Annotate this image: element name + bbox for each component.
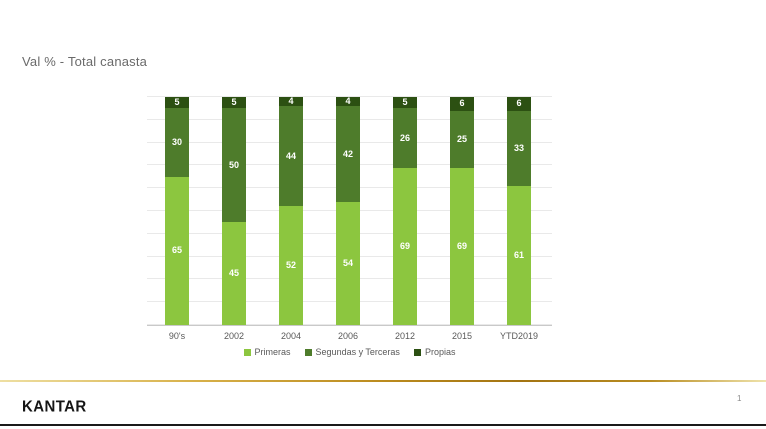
bar-segment-primeras: 45	[222, 222, 246, 325]
kantar-logo: KANTAR	[22, 398, 87, 416]
bar-segment-segundas-y-terceras: 44	[279, 106, 303, 207]
segment-value-label: 69	[456, 240, 467, 251]
bar-segment-propias: 5	[393, 97, 417, 109]
x-axis-label-2004: 2004	[280, 331, 302, 341]
bar-segment-propias: 6	[450, 97, 474, 111]
bar-segment-primeras: 69	[393, 167, 417, 325]
bar-segment-primeras: 69	[450, 167, 474, 325]
bar-segment-propias: 6	[507, 97, 531, 111]
gold-divider-line	[0, 380, 766, 382]
bar-2012: 69 26 5	[393, 97, 417, 325]
bar-segment-segundas-y-terceras: 25	[450, 110, 474, 168]
bar-YTD2019: 61 33 6	[507, 97, 531, 325]
segment-value-label: 26	[399, 132, 410, 143]
legend-swatch-icon	[243, 348, 251, 356]
segment-value-label: 61	[513, 249, 524, 260]
page-number: 1	[737, 394, 742, 403]
x-axis-label-90's: 90's	[168, 331, 186, 341]
legend-label: Propias	[424, 347, 456, 357]
segment-value-label: 5	[231, 97, 237, 108]
bottom-border-line	[0, 424, 766, 426]
x-axis-label-YTD2019: YTD2019	[499, 331, 539, 341]
segment-value-label: 5	[174, 97, 180, 108]
segment-value-label: 6	[459, 98, 465, 109]
x-axis-label-2006: 2006	[337, 331, 359, 341]
legend-item-propias: Propias	[413, 347, 456, 357]
x-axis-labels: 90's 2002 2004 2006 2012 2015 YTD2019	[147, 331, 552, 343]
segment-value-label: 45	[228, 268, 239, 279]
segment-value-label: 25	[456, 133, 467, 144]
bar-segment-propias: 4	[336, 96, 360, 107]
x-axis-label-2002: 2002	[223, 331, 245, 341]
x-axis-label-2015: 2015	[451, 331, 473, 341]
segment-value-label: 42	[342, 148, 353, 159]
bar-segment-propias: 5	[165, 97, 189, 109]
bar-segment-segundas-y-terceras: 33	[507, 110, 531, 186]
bar-2002: 45 50 5	[222, 97, 246, 325]
segment-value-label: 44	[285, 150, 296, 161]
segment-value-label: 65	[171, 245, 182, 256]
legend-swatch-icon	[413, 348, 421, 356]
stacked-bar-chart: 65 30 5 45 50 5 52 44 4 54 42 4 69 26 5 69 25 6 61 33 6	[147, 96, 552, 326]
x-axis-line	[147, 325, 552, 326]
segment-value-label: 33	[513, 142, 524, 153]
segment-value-label: 52	[285, 260, 296, 271]
bar-2015: 69 25 6	[450, 97, 474, 325]
segment-value-label: 4	[345, 96, 351, 107]
chart-legend: Primeras Segundas y Terceras Propias	[147, 347, 552, 357]
segment-value-label: 69	[399, 240, 410, 251]
bar-segment-primeras: 54	[336, 201, 360, 325]
bar-segment-propias: 5	[222, 97, 246, 109]
bar-segment-segundas-y-terceras: 50	[222, 108, 246, 223]
legend-swatch-icon	[304, 348, 312, 356]
segment-value-label: 54	[342, 257, 353, 268]
segment-value-label: 4	[288, 96, 294, 107]
legend-item-primeras: Primeras	[243, 347, 291, 357]
bar-2006: 54 42 4	[336, 97, 360, 325]
legend-label: Primeras	[254, 347, 291, 357]
bar-segment-propias: 4	[279, 96, 303, 107]
bar-segment-segundas-y-terceras: 42	[336, 106, 360, 202]
bar-segment-primeras: 61	[507, 185, 531, 325]
page-title: Val % - Total canasta	[22, 54, 148, 69]
legend-item-segundas-y-terceras: Segundas y Terceras	[304, 347, 400, 357]
bar-segment-primeras: 52	[279, 206, 303, 325]
x-axis-label-2012: 2012	[394, 331, 416, 341]
bar-segment-primeras: 65	[165, 176, 189, 325]
gridline-100	[147, 96, 552, 97]
legend-label: Segundas y Terceras	[315, 347, 400, 357]
bar-segment-segundas-y-terceras: 26	[393, 108, 417, 168]
segment-value-label: 6	[516, 98, 522, 109]
bar-90's: 65 30 5	[165, 97, 189, 325]
bar-segment-segundas-y-terceras: 30	[165, 108, 189, 177]
segment-value-label: 30	[171, 137, 182, 148]
segment-value-label: 50	[228, 159, 239, 170]
segment-value-label: 5	[402, 97, 408, 108]
bar-2004: 52 44 4	[279, 97, 303, 325]
